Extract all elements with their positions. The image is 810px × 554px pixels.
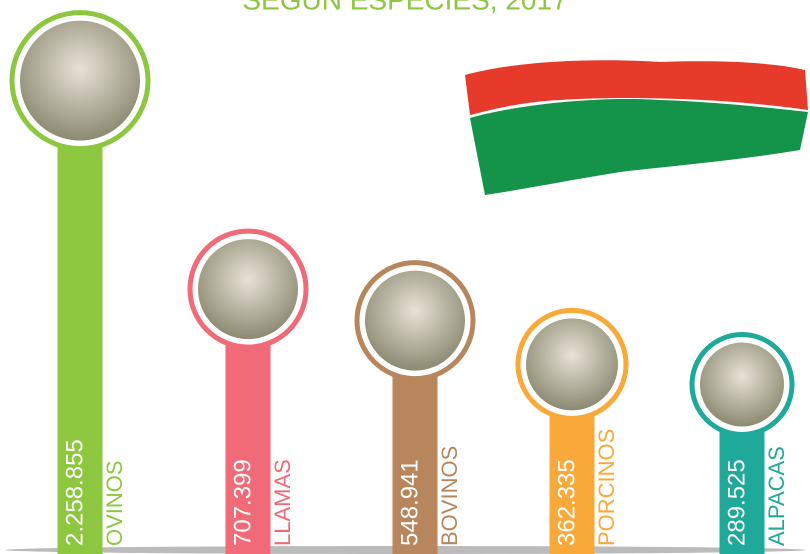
photo: [700, 343, 784, 427]
value-label: 707.399: [229, 459, 256, 546]
value-label: 289.525: [723, 459, 750, 546]
infographic: SEGÚN ESPECIES, 2017 2.258.855 OVINOS 707.…: [0, 0, 810, 554]
photo: [365, 271, 465, 371]
category-label: PORCINOS: [594, 429, 619, 546]
category-label: ALPACAS: [764, 446, 789, 546]
value-label: 362.335: [553, 459, 580, 546]
category-label: LLAMAS: [270, 459, 295, 546]
category-label: OVINOS: [102, 460, 127, 546]
photo: [526, 318, 618, 410]
photo: [198, 239, 298, 339]
chart-title: SEGÚN ESPECIES, 2017: [242, 0, 567, 15]
flag: [465, 60, 808, 195]
value-label: 548.941: [396, 459, 423, 546]
value-label: 2.258.855: [61, 439, 88, 546]
category-label: BOVINOS: [437, 446, 462, 546]
photo: [20, 21, 140, 141]
